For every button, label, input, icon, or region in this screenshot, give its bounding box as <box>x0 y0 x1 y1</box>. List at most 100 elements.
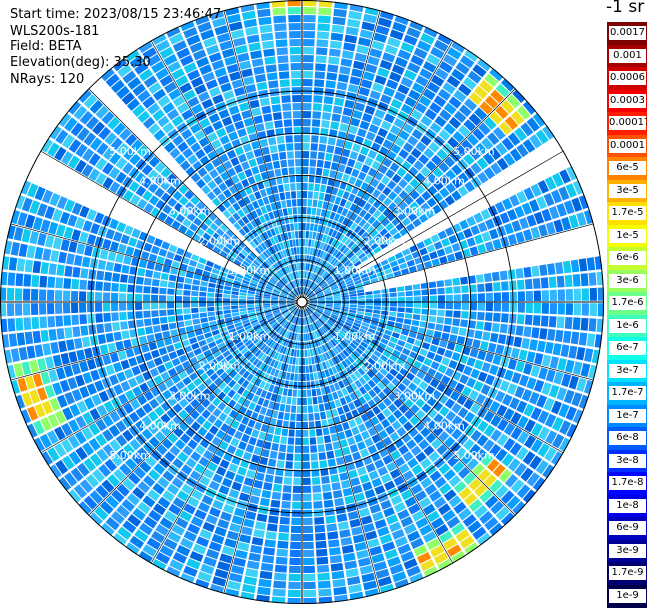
range-bin <box>141 344 150 353</box>
range-bin <box>224 290 231 294</box>
range-bin <box>312 485 321 493</box>
range-bin <box>277 541 288 549</box>
range-bin <box>279 152 286 160</box>
range-bin <box>350 519 361 528</box>
range-bin <box>501 313 509 322</box>
range-bin <box>557 358 567 371</box>
range-bin <box>430 303 437 309</box>
range-bin <box>454 344 463 353</box>
range-bin <box>249 159 257 168</box>
range-bin <box>531 227 541 239</box>
range-bin <box>413 308 420 314</box>
range-bin <box>303 526 313 533</box>
range-bin <box>357 308 364 312</box>
range-bin <box>53 355 62 367</box>
range-bin <box>302 215 306 222</box>
range-bin <box>105 365 115 376</box>
range-bin <box>231 306 238 310</box>
range-bin <box>199 292 206 297</box>
range-bin <box>429 345 438 353</box>
range-bin <box>50 342 59 354</box>
range-bin <box>238 172 247 181</box>
range-ring-label: 4.00km <box>139 419 181 432</box>
colorbar-tick-label: 0.0017 <box>609 26 646 40</box>
range-bin <box>151 310 159 317</box>
range-bin <box>263 49 275 57</box>
range-bin <box>292 239 296 246</box>
range-bin <box>150 368 159 378</box>
range-bin <box>339 529 350 538</box>
range-bin <box>245 568 258 577</box>
range-bin <box>315 525 325 533</box>
range-bin <box>485 353 494 363</box>
range-bin <box>11 242 20 256</box>
range-ring-label: 5.00km <box>109 449 151 462</box>
range-bin <box>334 304 341 306</box>
range-bin <box>293 215 297 222</box>
range-bin <box>235 448 244 457</box>
range-bin <box>317 557 329 565</box>
range-bin <box>342 447 351 456</box>
range-bin <box>342 149 351 158</box>
range-bin <box>365 309 372 313</box>
range-bin <box>444 279 452 286</box>
range-bin <box>286 453 293 461</box>
range-bin <box>353 485 363 494</box>
range-bin <box>354 161 363 170</box>
range-bin <box>263 547 275 555</box>
range-bin <box>200 313 208 318</box>
range-bin <box>566 303 573 315</box>
range-bin <box>364 157 373 166</box>
range-bin <box>292 357 296 364</box>
range-bin <box>399 263 407 270</box>
range-bin <box>292 502 301 509</box>
range-bin <box>63 278 71 289</box>
range-bin <box>229 71 241 81</box>
range-bin <box>154 238 163 247</box>
range-bin <box>229 105 240 115</box>
range-bin <box>482 232 492 242</box>
range-bin <box>303 103 312 110</box>
range-bin <box>11 348 20 362</box>
range-bin <box>268 459 276 467</box>
range-bin <box>579 333 588 346</box>
range-bin <box>159 295 166 301</box>
range-bin <box>331 33 344 42</box>
range-bin <box>539 328 547 340</box>
range-bin <box>454 251 463 260</box>
range-bin <box>286 373 291 381</box>
range-bin <box>293 382 297 389</box>
range-bin <box>264 441 272 449</box>
range-bin <box>268 137 276 145</box>
range-bin <box>239 61 251 70</box>
range-bin <box>258 17 271 26</box>
range-bin <box>168 316 176 323</box>
range-bin <box>199 297 206 302</box>
range-bin <box>57 264 65 276</box>
range-bin <box>523 229 533 241</box>
range-bin <box>358 37 371 47</box>
range-bin <box>303 23 315 30</box>
range-bin <box>111 312 119 321</box>
range-bin <box>361 79 373 89</box>
range-bin <box>511 348 520 359</box>
range-bin <box>304 334 306 341</box>
range-bin <box>334 147 342 155</box>
range-bin <box>360 121 370 130</box>
range-bin <box>45 356 54 369</box>
range-bin <box>123 255 132 264</box>
range-bin <box>305 247 308 254</box>
range-bin <box>243 452 252 461</box>
range-bin <box>489 229 499 240</box>
range-bin <box>461 285 469 293</box>
range-bin <box>489 365 499 376</box>
range-bin <box>248 176 256 185</box>
range-bin <box>131 228 141 238</box>
range-bin <box>157 364 166 373</box>
range-bin <box>183 308 190 314</box>
range-bin <box>303 119 311 126</box>
range-bin <box>348 176 356 185</box>
range-bin <box>429 316 437 323</box>
range-bin <box>57 328 65 340</box>
range-bin <box>231 295 238 299</box>
